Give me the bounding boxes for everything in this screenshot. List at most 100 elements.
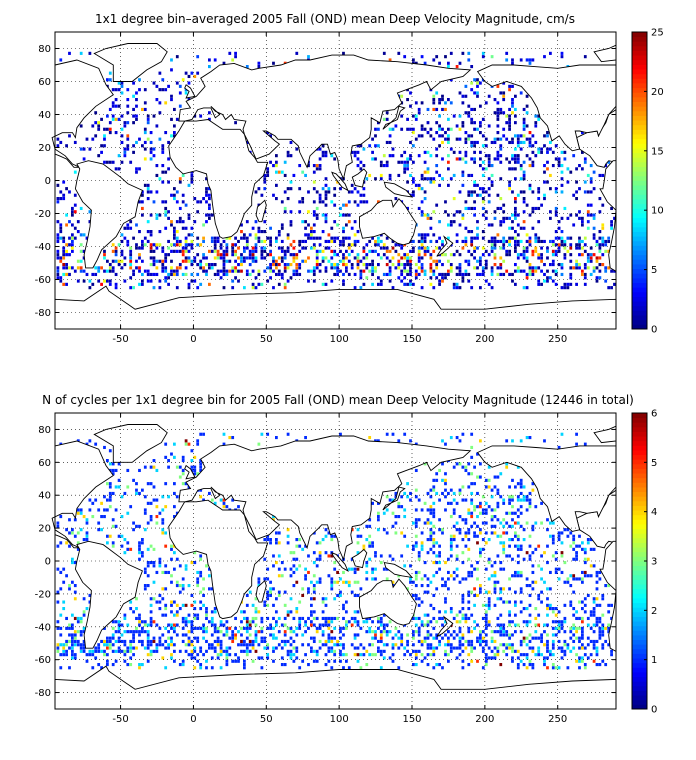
- heat-cell: [444, 253, 447, 257]
- heat-cell: [493, 656, 497, 660]
- heat-cell: [543, 170, 546, 174]
- coastline-new-guinea: [383, 181, 414, 198]
- heat-cell: [158, 636, 162, 640]
- heat-cell: [470, 140, 474, 145]
- heat-cell: [170, 134, 173, 138]
- heat-cell: [484, 210, 488, 214]
- heat-cell: [310, 649, 313, 653]
- heat-cell: [522, 528, 526, 532]
- heat-cell: [356, 593, 360, 598]
- heat-cell: [420, 124, 424, 128]
- heat-cell: [275, 541, 278, 545]
- heat-cell: [522, 173, 526, 178]
- heat-cell: [604, 279, 608, 283]
- heat-cell: [318, 249, 322, 253]
- heat-cell: [575, 180, 578, 184]
- heat-cell: [531, 570, 535, 575]
- heat-cell: [458, 157, 462, 161]
- heat-cell: [583, 570, 587, 575]
- heat-cell: [473, 505, 476, 509]
- heat-cell: [403, 256, 407, 260]
- heat-cell: [117, 104, 121, 108]
- heat-cell: [470, 107, 474, 112]
- coastline-eurasia: [178, 54, 472, 181]
- heat-cell: [324, 239, 328, 244]
- heat-cell: [164, 170, 168, 174]
- heat-cell: [161, 656, 165, 660]
- heat-cell: [345, 213, 348, 217]
- heat-cell: [455, 521, 459, 525]
- heat-cell: [152, 256, 156, 260]
- heat-cell: [94, 266, 98, 270]
- heat-cell: [546, 646, 549, 650]
- heat-cell: [132, 236, 135, 240]
- heat-cell: [470, 482, 474, 486]
- heat-cell: [97, 521, 101, 525]
- heat-cell: [301, 593, 305, 598]
- heat-cell: [467, 616, 471, 621]
- heat-cell: [441, 528, 444, 532]
- heat-cell: [516, 508, 520, 512]
- heat-cell: [362, 269, 366, 273]
- heat-cell: [286, 197, 290, 201]
- heat-cell: [65, 643, 68, 647]
- heat-cell: [161, 521, 165, 525]
- heat-cell: [225, 259, 229, 263]
- heat-cell: [117, 623, 121, 627]
- heat-cell: [146, 230, 150, 234]
- heat-cell: [248, 590, 252, 594]
- heat-cell: [522, 663, 526, 667]
- heat-cell: [199, 468, 203, 473]
- heat-cell: [143, 584, 147, 588]
- heat-cell: [546, 649, 549, 653]
- heat-cell: [257, 442, 261, 446]
- heat-cell: [202, 630, 205, 634]
- heat-cell: [543, 193, 546, 197]
- heat-cell: [339, 643, 342, 647]
- heat-cell: [470, 432, 474, 436]
- heat-cell: [371, 137, 374, 141]
- heat-cell: [359, 666, 363, 670]
- heat-cell: [461, 600, 465, 604]
- top-map-panel: 1x1 degree bin–averaged 2005 Fall (OND) …: [35, 12, 664, 345]
- heat-cell: [414, 534, 418, 538]
- heat-cell: [511, 84, 514, 88]
- heat-cell: [414, 649, 418, 653]
- heat-cell: [158, 111, 162, 115]
- heat-cell: [470, 659, 474, 663]
- heat-cell: [79, 269, 83, 273]
- heat-cell: [225, 649, 229, 653]
- heat-cell: [190, 279, 194, 283]
- colorbar-step: [632, 296, 647, 302]
- heat-cell: [519, 134, 523, 138]
- heat-cell: [514, 249, 517, 253]
- heat-cell: [409, 157, 412, 161]
- heat-cell: [391, 127, 395, 131]
- heat-cell: [199, 488, 203, 492]
- heat-cell: [254, 236, 258, 240]
- heat-cell: [595, 620, 599, 624]
- colorbar-step: [632, 301, 647, 307]
- heat-cell: [175, 557, 179, 561]
- heat-cell: [607, 160, 611, 164]
- heat-cell: [114, 131, 118, 135]
- heat-cell: [540, 600, 543, 604]
- heat-cell: [566, 216, 570, 220]
- heat-cell: [385, 623, 389, 627]
- heat-cell: [196, 236, 200, 240]
- colorbar-step: [632, 236, 647, 242]
- heat-cell: [467, 206, 471, 211]
- heat-cell: [502, 236, 506, 240]
- heat-cell: [572, 547, 576, 551]
- heat-cell: [350, 616, 354, 621]
- heat-cell: [581, 620, 584, 624]
- heat-cell: [461, 518, 465, 522]
- heat-cell: [251, 253, 255, 257]
- heat-cell: [356, 633, 360, 637]
- heat-cell: [595, 580, 599, 584]
- heat-cell: [213, 639, 217, 644]
- heat-cell: [560, 243, 564, 247]
- heat-cell: [549, 210, 552, 214]
- heat-cell: [190, 449, 194, 453]
- heat-cell: [324, 216, 328, 220]
